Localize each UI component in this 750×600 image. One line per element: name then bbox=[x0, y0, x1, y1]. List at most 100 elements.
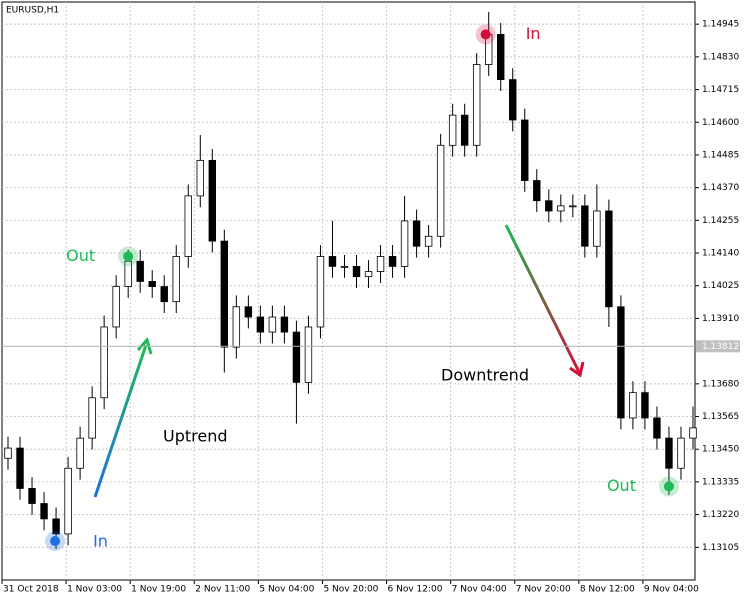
candle-body bbox=[521, 119, 529, 181]
candle-body bbox=[412, 220, 421, 247]
y-tick-label: 1.14600 bbox=[702, 118, 739, 128]
candle-body bbox=[112, 286, 120, 328]
candle-body bbox=[208, 159, 217, 242]
candle-body bbox=[593, 210, 601, 247]
candle-body bbox=[641, 392, 649, 419]
signal-dot bbox=[663, 481, 674, 492]
candle-body bbox=[100, 326, 108, 399]
candle-body bbox=[533, 180, 541, 202]
candle-body bbox=[388, 256, 397, 267]
candle-body bbox=[88, 397, 96, 439]
x-tick-label: 8 Nov 12:00 bbox=[580, 585, 635, 595]
y-tick-label: 1.13335 bbox=[702, 477, 739, 487]
candle-body bbox=[220, 240, 229, 348]
candle-body bbox=[605, 210, 613, 308]
candle-body bbox=[364, 271, 373, 278]
candle-body bbox=[629, 392, 637, 419]
signal-dot bbox=[123, 251, 134, 262]
candle-body bbox=[400, 220, 409, 267]
annotation: Uptrend bbox=[163, 427, 228, 446]
candle-body bbox=[52, 518, 60, 535]
signal-dot bbox=[480, 29, 491, 40]
x-tick-label: 1 Nov 19:00 bbox=[131, 585, 186, 595]
x-tick-label: 7 Nov 20:00 bbox=[516, 585, 571, 595]
candle-body bbox=[352, 266, 361, 278]
y-tick-label: 1.14945 bbox=[702, 20, 739, 30]
candle-body bbox=[436, 144, 445, 237]
candle-body bbox=[40, 503, 48, 520]
current-price-box bbox=[696, 340, 740, 353]
x-tick-label: 2 Nov 11:00 bbox=[195, 585, 250, 595]
y-tick-label: 1.14715 bbox=[702, 85, 739, 95]
y-tick-label: 1.14025 bbox=[702, 281, 739, 291]
y-tick-label: 1.13105 bbox=[702, 543, 739, 553]
candles bbox=[4, 11, 697, 550]
annotation: Downtrend bbox=[441, 366, 529, 385]
signal-label: Out bbox=[607, 476, 636, 495]
y-tick-label: 1.13450 bbox=[702, 445, 739, 455]
x-tick-label: 6 Nov 12:00 bbox=[388, 585, 443, 595]
candle-body bbox=[653, 417, 661, 439]
x-tick-label: 1 Nov 03:00 bbox=[67, 585, 122, 595]
x-tick-label: 31 Oct 2018 bbox=[3, 585, 59, 595]
y-tick-label: 1.14255 bbox=[702, 216, 739, 226]
candle-body bbox=[545, 200, 553, 212]
candle-body bbox=[665, 437, 673, 469]
y-tick-label: 1.13220 bbox=[702, 510, 739, 520]
y-tick-label: 1.14485 bbox=[702, 150, 739, 160]
candle-body bbox=[581, 205, 589, 247]
candle-body bbox=[16, 447, 24, 489]
candle-body bbox=[497, 34, 505, 81]
y-tick-label: 1.14140 bbox=[702, 249, 739, 259]
candle-body bbox=[689, 427, 697, 439]
candle-body bbox=[256, 316, 265, 333]
candle-body bbox=[244, 306, 253, 318]
y-tick-label: 1.13565 bbox=[702, 412, 739, 422]
candle-body bbox=[304, 326, 313, 383]
candle-body bbox=[509, 79, 517, 121]
candle-body bbox=[424, 235, 433, 247]
candle-body bbox=[569, 205, 577, 208]
candle-body bbox=[136, 260, 144, 282]
y-tick-label: 1.13910 bbox=[702, 314, 739, 324]
plot-frame bbox=[1, 1, 696, 581]
signal-label: In bbox=[526, 24, 541, 43]
candle-body bbox=[376, 256, 385, 272]
candle-body bbox=[184, 195, 192, 257]
candle-body bbox=[148, 281, 156, 287]
candle-body bbox=[617, 306, 625, 419]
candle-body bbox=[557, 205, 565, 212]
x-tick-label: 9 Nov 04:00 bbox=[644, 585, 699, 595]
candle-body bbox=[460, 114, 469, 146]
signal-dot bbox=[50, 536, 61, 547]
current-price-label: 1.13812 bbox=[702, 342, 739, 352]
candle-body bbox=[316, 256, 325, 328]
x-tick-label: 7 Nov 04:00 bbox=[452, 585, 507, 595]
x-tick-label: 5 Nov 20:00 bbox=[323, 585, 378, 595]
signal-label: In bbox=[93, 532, 108, 551]
candle-body bbox=[677, 437, 685, 469]
y-tick-label: 1.14830 bbox=[702, 52, 739, 62]
uptrend-arrow bbox=[93, 344, 148, 498]
candle-body bbox=[64, 467, 72, 535]
candle-body bbox=[196, 159, 204, 197]
candle-body bbox=[268, 316, 277, 333]
candle-body bbox=[28, 488, 36, 504]
chart-title: EURUSD,H1 bbox=[6, 6, 59, 16]
candle-body bbox=[340, 266, 349, 268]
downtrend-arrowhead bbox=[569, 361, 585, 378]
x-tick-label: 5 Nov 04:00 bbox=[259, 585, 314, 595]
candle-body bbox=[160, 286, 168, 303]
signal-label: Out bbox=[66, 246, 95, 265]
candle-body bbox=[448, 114, 457, 146]
y-tick-label: 1.13680 bbox=[702, 379, 739, 389]
candle-body bbox=[472, 64, 481, 146]
candle-body bbox=[4, 447, 12, 459]
candle-body bbox=[328, 256, 337, 267]
candle-body bbox=[76, 437, 84, 469]
candle-body bbox=[232, 306, 241, 348]
candle-body bbox=[172, 256, 180, 303]
downtrend-arrow bbox=[504, 224, 581, 373]
candle-body bbox=[292, 331, 301, 383]
